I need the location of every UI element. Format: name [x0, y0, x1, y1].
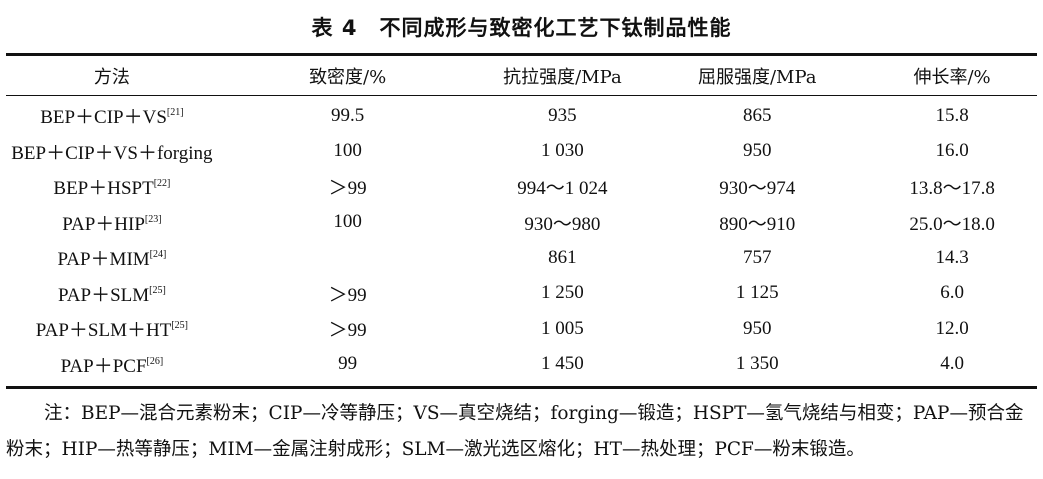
- cell-density: ＞99: [328, 178, 367, 200]
- cell-elongation: 25.0～18.0: [909, 213, 995, 235]
- cell-method: BEP＋CIP＋VS＋forging: [6, 134, 218, 170]
- cell-elongation: 12.0: [935, 317, 969, 339]
- cell-density: ＞99: [328, 320, 367, 342]
- cell-elongation: 16.0: [935, 140, 969, 162]
- cell-elongation: 14.3: [935, 246, 969, 268]
- top-rule: [6, 53, 1037, 56]
- cell-tensile: 935: [548, 104, 577, 126]
- cell-method: PAP＋SLM[25]: [6, 276, 218, 312]
- cell-density: 100: [333, 140, 362, 162]
- cell-tensile: 1 250: [541, 282, 584, 304]
- cell-elongation: 6.0: [940, 282, 964, 304]
- column-header-yield: 屈服强度/MPa: [697, 66, 817, 88]
- header-row: 方法 致密度/% 抗拉强度/MPa 屈服强度/MPa 伸长率/%: [6, 56, 1037, 95]
- method-name: PAP＋HIP: [62, 213, 145, 235]
- column-header-density: 致密度/%: [309, 66, 387, 88]
- cell-yield: 950: [743, 140, 772, 162]
- method-name: BEP＋CIP＋VS＋forging: [11, 142, 213, 164]
- cell-yield: 757: [743, 246, 772, 268]
- cell-method: BEP＋HSPT[22]: [6, 169, 218, 205]
- cell-tensile: 930～980: [524, 213, 601, 235]
- cell-yield: 1 125: [735, 282, 779, 304]
- cell-yield: 865: [743, 104, 772, 126]
- method-name: BEP＋HSPT: [53, 178, 154, 200]
- cell-tensile: 1 030: [541, 140, 584, 162]
- cell-tensile: 861: [548, 246, 577, 268]
- cell-density: 99.5: [331, 104, 365, 126]
- column-header-tensile: 抗拉强度/MPa: [503, 66, 622, 88]
- table-row: BEP＋CIP＋VS[21] 99.5 935 865 15.8: [6, 95, 1037, 134]
- cell-tensile: 1 005: [541, 317, 584, 339]
- cell-yield: 1 350: [735, 353, 779, 375]
- cell-yield: 890～910: [719, 213, 796, 235]
- reference-citation: [23]: [144, 213, 162, 225]
- cell-elongation: 13.8～17.8: [909, 178, 995, 200]
- method-name: PAP＋SLM: [57, 284, 150, 306]
- cell-method: PAP＋SLM＋HT[25]: [6, 311, 218, 347]
- cell-density: 100: [333, 211, 362, 233]
- header-rule: [6, 95, 1037, 96]
- table-row: PAP＋HIP[23] 100 930～980 890～910 25.0～18.0: [6, 205, 1037, 241]
- method-name: BEP＋CIP＋VS: [40, 107, 167, 129]
- method-name: PAP＋MIM: [57, 249, 150, 271]
- column-header-method: 方法: [93, 66, 130, 88]
- cell-method: PAP＋MIM[24]: [6, 240, 218, 276]
- reference-citation: [25]: [149, 284, 166, 296]
- table-row: PAP＋MIM[24] 861 757 14.3: [6, 240, 1037, 276]
- cell-yield: 930～974: [719, 178, 796, 200]
- cell-method: PAP＋PCF[26]: [6, 347, 218, 383]
- cell-elongation: 15.8: [935, 104, 969, 126]
- bottom-rule: [6, 386, 1037, 389]
- cell-density: ＞99: [328, 284, 367, 306]
- cell-method: PAP＋HIP[23]: [6, 205, 218, 241]
- reference-citation: [26]: [146, 355, 164, 367]
- table-row: BEP＋CIP＋VS＋forging 100 1 030 950 16.0: [6, 134, 1037, 170]
- cell-yield: 950: [743, 317, 772, 339]
- table-note: 注：BEP—混合元素粉末；CIP—冷等静压；VS—真空烧结；forging—锻造…: [6, 403, 1024, 460]
- cell-tensile: 994～1 024: [517, 178, 608, 200]
- reference-citation: [24]: [149, 249, 167, 261]
- cell-tensile: 1 450: [541, 353, 584, 375]
- cell-elongation: 4.0: [940, 353, 964, 375]
- reference-citation: [21]: [166, 107, 184, 119]
- reference-citation: [25]: [171, 320, 188, 332]
- method-name: PAP＋PCF: [60, 355, 147, 377]
- cell-density: [218, 240, 478, 276]
- table-row: PAP＋PCF[26] 99 1 450 1 350 4.0: [6, 347, 1037, 383]
- cell-density: 99: [338, 353, 358, 375]
- table-title: 表 4 不同成形与致密化工艺下钛制品性能: [311, 16, 732, 40]
- table-row: BEP＋HSPT[22] ＞99 994～1 024 930～974 13.8～17.8: [6, 169, 1037, 205]
- table-row: PAP＋SLM[25] ＞99 1 250 1 125 6.0: [6, 276, 1037, 312]
- method-name: PAP＋SLM＋HT: [35, 320, 172, 342]
- column-header-elongation: 伸长率/%: [913, 66, 991, 88]
- properties-table: 方法 致密度/% 抗拉强度/MPa 屈服强度/MPa 伸长率/% BEP＋CIP…: [6, 56, 1037, 382]
- reference-citation: [22]: [153, 178, 171, 190]
- table-row: PAP＋SLM＋HT[25] ＞99 1 005 950 12.0: [6, 311, 1037, 347]
- cell-method: BEP＋CIP＋VS[21]: [6, 95, 218, 134]
